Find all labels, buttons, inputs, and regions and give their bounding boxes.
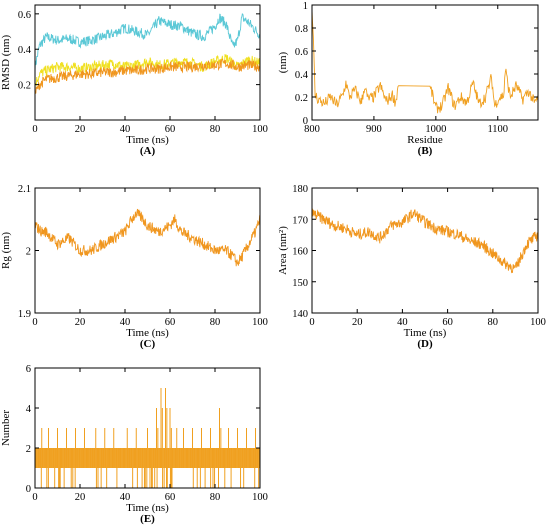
panel-a: 0 20 40 60 80 100 0.2 0.4 0.6 Time (ns)(A) RMSD (n… xyxy=(0,4,268,157)
panel-d: 0 20 40 60 80 100 140 150 160 170 180 Time (ns)(D) A… xyxy=(277,184,546,350)
y-tick-label: 2 xyxy=(26,444,31,455)
y-tick-label: 0.8 xyxy=(295,24,308,35)
panel-b: 800 900 1000 1100 0 0.2 0.4 0.6 0.8 1 Residue(B) (n… xyxy=(277,1,539,157)
x-tick-label: 80 xyxy=(210,317,221,328)
x-tick-label: 0 xyxy=(32,124,37,135)
x-tick-label: 20 xyxy=(352,317,363,328)
y-tick-label: 6 xyxy=(26,364,31,375)
y-axis-label: Area (nm²) xyxy=(277,226,289,275)
x-tick-label: 100 xyxy=(530,317,546,328)
x-tick-label: 80 xyxy=(488,317,499,328)
series-line-2 xyxy=(34,58,261,95)
y-axis-label: Number xyxy=(0,410,12,446)
x-tick-label: 0 xyxy=(32,317,37,328)
x-tick-label: 60 xyxy=(165,492,176,503)
y-axis-label: Rg (nm) xyxy=(0,232,12,269)
panel-label: (C) xyxy=(140,338,156,350)
x-axis-label: Time (ns) xyxy=(126,327,169,339)
x-tick-label: 100 xyxy=(252,317,268,328)
series-line-0 xyxy=(34,208,261,267)
panel-label: (A) xyxy=(140,145,156,157)
panel-e: 0 20 40 60 80 100 0 2 4 6 Time (ns)(E) Number xyxy=(0,364,268,525)
x-axis-label: Residue xyxy=(407,134,443,146)
y-tick-label: 0.2 xyxy=(295,93,308,104)
y-tick-label: 1 xyxy=(303,1,308,12)
y-tick-label: 0 xyxy=(303,116,308,127)
y-axis-label: RMSD (nm) xyxy=(0,35,12,91)
panel-label: (D) xyxy=(417,338,433,350)
panel-label: (B) xyxy=(418,145,433,157)
x-tick-label: 1100 xyxy=(487,124,508,135)
y-tick-label: 0.4 xyxy=(295,70,309,81)
x-axis-label: Time (ns) xyxy=(404,327,447,339)
series-line-0 xyxy=(311,208,539,274)
y-tick-label: 0 xyxy=(26,484,31,495)
series-line-0 xyxy=(34,13,261,73)
plot-frame xyxy=(311,187,539,314)
x-tick-label: 60 xyxy=(165,317,176,328)
y-tick-label: 4 xyxy=(26,404,32,415)
hbond-series xyxy=(34,388,260,488)
x-axis-label: Time (ns) xyxy=(126,134,169,146)
x-tick-label: 20 xyxy=(75,492,86,503)
y-tick-label: 160 xyxy=(292,247,308,258)
series-line-1 xyxy=(34,54,261,87)
x-tick-label: 40 xyxy=(397,317,408,328)
y-tick-label: 0.4 xyxy=(18,45,32,56)
plot-frame xyxy=(34,4,261,121)
y-tick-label: 140 xyxy=(292,309,308,320)
y-tick-label: 1.9 xyxy=(18,309,31,320)
x-tick-label: 1000 xyxy=(425,124,446,135)
x-tick-label: 800 xyxy=(304,124,320,135)
series-line-0 xyxy=(311,10,539,114)
x-tick-label: 60 xyxy=(165,124,176,135)
y-tick-label: 150 xyxy=(292,278,308,289)
y-tick-label: 2.1 xyxy=(18,184,31,195)
x-tick-label: 20 xyxy=(75,317,86,328)
panel-c: 0 20 40 60 80 100 1.9 2 2.1 Time (ns)(C) Rg (nm) xyxy=(0,184,268,350)
plot-frame xyxy=(34,367,261,489)
y-tick-label: 180 xyxy=(292,184,308,195)
x-tick-label: 40 xyxy=(120,124,131,135)
x-tick-label: 80 xyxy=(210,492,221,503)
x-tick-label: 40 xyxy=(120,317,131,328)
x-axis-label: Time (ns) xyxy=(126,502,169,514)
x-tick-label: 40 xyxy=(120,492,131,503)
y-tick-label: 2 xyxy=(26,247,31,258)
y-axis-label: (nm) xyxy=(277,51,289,73)
x-tick-label: 900 xyxy=(366,124,382,135)
panel-label: (E) xyxy=(140,513,155,525)
x-tick-label: 100 xyxy=(252,492,268,503)
y-tick-label: 0.6 xyxy=(18,10,31,21)
x-tick-label: 100 xyxy=(252,124,268,135)
x-tick-label: 0 xyxy=(32,492,37,503)
x-tick-label: 80 xyxy=(210,124,221,135)
plot-frame xyxy=(311,4,539,121)
y-tick-label: 0.2 xyxy=(18,81,31,92)
y-tick-label: 0.6 xyxy=(295,47,308,58)
y-tick-label: 170 xyxy=(292,215,308,226)
x-tick-label: 0 xyxy=(309,317,314,328)
x-tick-label: 20 xyxy=(75,124,86,135)
x-tick-label: 60 xyxy=(442,317,453,328)
